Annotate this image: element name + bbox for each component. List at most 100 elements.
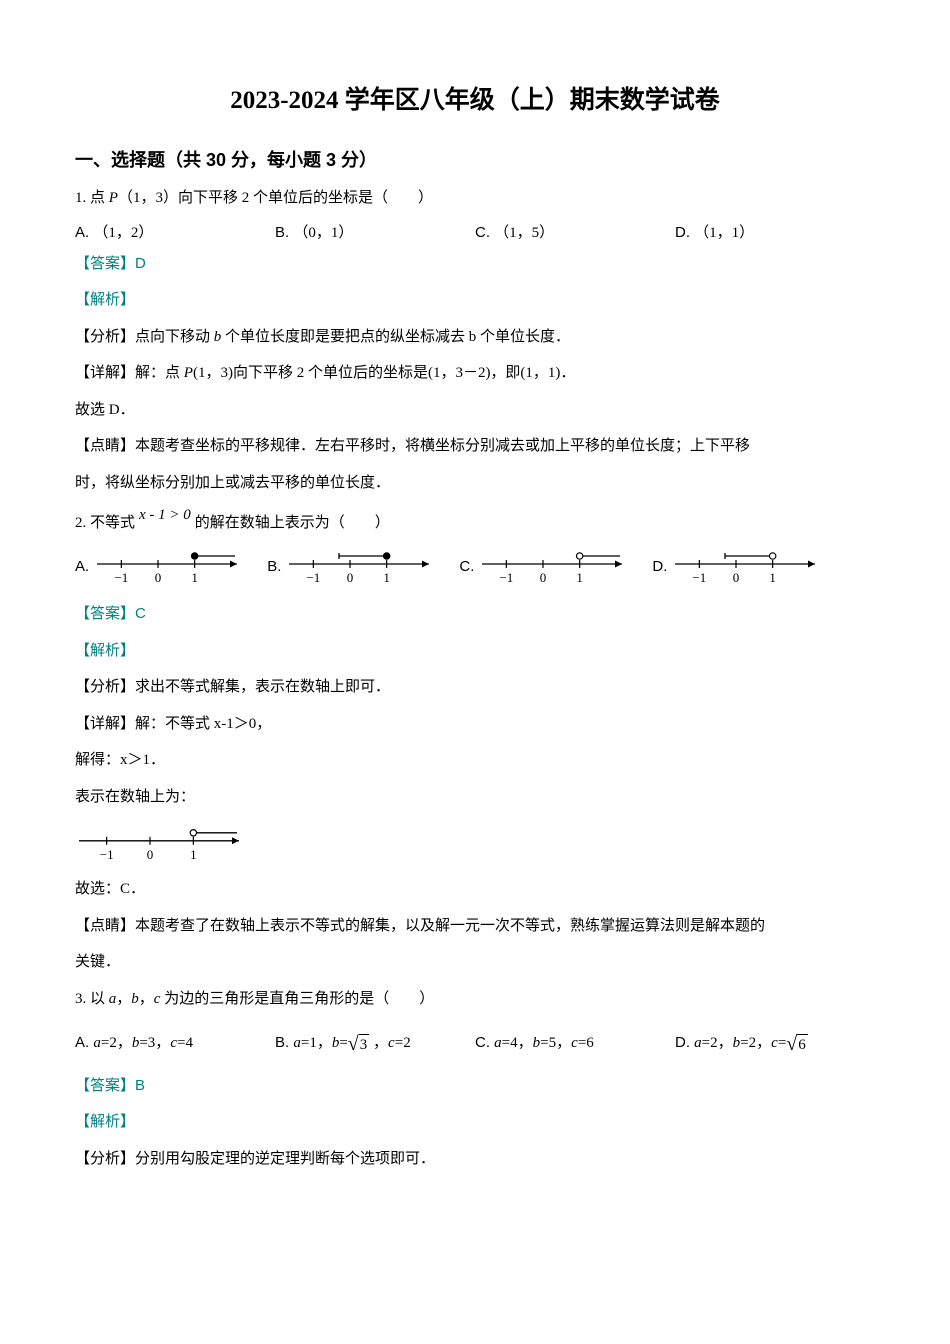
answer-label: 【答案】 [75, 1078, 135, 1094]
q2-dianjing-text1: 本题考查了在数轴上表示不等式的解集，以及解一元一次不等式，熟练掌握运算法则是解本… [135, 918, 765, 934]
q1-option-a: A. （1，2） [75, 221, 275, 242]
q3-option-c: C. a=4，b=5，c=6 [475, 1031, 675, 1054]
q3a-a: 2 [109, 1035, 117, 1051]
q2-shown: 表示在数轴上为： [75, 783, 875, 812]
label-c: C. [475, 1034, 494, 1051]
q2-solve: 解得：x＞1． [75, 746, 875, 775]
q1-dianjing-2: 时，将纵坐标分别加上或减去平移的单位长度． [75, 469, 875, 498]
page: 2023-2024 学年区八年级（上）期末数学试卷 一、选择题（共 30 分，每… [0, 0, 950, 1344]
q2-answer-value: C [135, 605, 146, 622]
svg-text:−1: −1 [693, 570, 707, 585]
q2-label-b: B. [267, 558, 281, 575]
q3-answer-value: B [135, 1077, 145, 1094]
q3-var-b: b [131, 991, 139, 1007]
q3-answer: 【答案】B [75, 1072, 875, 1101]
q2-answer: 【答案】C [75, 600, 875, 629]
svg-text:1: 1 [384, 570, 391, 585]
q2-detail-text: 解：不等式 x-1＞0， [135, 716, 271, 732]
q1-stem-prefix: 1. 点 [75, 190, 109, 206]
q1-conclude: 故选 D． [75, 396, 875, 425]
q3-stem-suffix: 为边的三角形是直角三角形的是（ ） [160, 991, 434, 1007]
numline-a: −1 0 1 [93, 546, 243, 586]
q2-analysis-label: 【解析】 [75, 637, 875, 666]
q3d-a: 2 [710, 1035, 718, 1051]
q2-label-c: C. [459, 558, 474, 575]
q2-stem: 2. 不等式 x - 1 > 0 的解在数轴上表示为（ ） [75, 511, 875, 532]
q3-option-d: D. a=2，b=2，c=√6 [675, 1031, 875, 1054]
svg-text:−1: −1 [115, 570, 129, 585]
numline-solution: −1 0 1 [75, 821, 245, 865]
label-b: B. [275, 1034, 293, 1051]
q1-answer-value: D [135, 255, 146, 272]
page-title: 2023-2024 学年区八年级（上）期末数学试卷 [75, 80, 875, 116]
svg-text:1: 1 [190, 847, 197, 862]
q1-var-p: P [109, 190, 118, 206]
svg-text:1: 1 [577, 570, 584, 585]
q1-detail: 【详解】解：点 P(1，3)向下平移 2 个单位后的坐标是(1，3－2)，即(1… [75, 359, 875, 388]
label-a: A. [75, 224, 93, 241]
numline-b: −101 [285, 546, 435, 586]
q1-opt-d-text: （1，1） [694, 225, 754, 241]
numline-c: −1 0 1 [478, 546, 628, 586]
q3b-a: 1 [309, 1035, 317, 1051]
q2-option-d: D. −1 0 1 [652, 546, 821, 586]
q1-fenxi-prefix: 点向下移动 [135, 329, 214, 345]
q2-option-b: B. −101 [267, 546, 435, 586]
q2-conclude: 故选：C． [75, 875, 875, 904]
sqrt-icon: √3 [348, 1034, 369, 1054]
q1-option-d: D. （1，1） [675, 221, 875, 242]
svg-text:−1: −1 [100, 847, 114, 862]
q3a-b: 3 [148, 1035, 156, 1051]
q3-stem: 3. 以 a，b，c 为边的三角形是直角三角形的是（ ） [75, 985, 875, 1014]
svg-text:1: 1 [770, 570, 777, 585]
q3-option-b: B. a=1，b=√3 ，c=2 [275, 1031, 475, 1054]
svg-text:0: 0 [540, 570, 547, 585]
q2-fenxi-text: 求出不等式解集，表示在数轴上即可． [135, 679, 390, 695]
svg-text:1: 1 [192, 570, 199, 585]
q1-analysis-label: 【解析】 [75, 286, 875, 315]
q3-sep1: ， [116, 991, 131, 1007]
detail-label: 【详解】 [75, 365, 135, 381]
q1-detail-var: P [184, 365, 193, 381]
q1-detail-suffix: (1，3)向下平移 2 个单位后的坐标是(1，3－2)，即(1，1)． [193, 365, 575, 381]
q3c-b: 5 [549, 1035, 557, 1051]
svg-text:−1: −1 [500, 570, 514, 585]
q2-math: x - 1 > 0 [139, 507, 191, 524]
answer-label: 【答案】 [75, 256, 135, 272]
q2-options: A. −101 B. −101 C. −101 D. −101 [75, 546, 875, 586]
q1-answer: 【答案】D [75, 250, 875, 279]
q3-fenxi: 【分析】分别用勾股定理的逆定理判断每个选项即可． [75, 1145, 875, 1174]
q2-dianjing-1: 【点睛】本题考查了在数轴上表示不等式的解集，以及解一元一次不等式，熟练掌握运算法… [75, 912, 875, 941]
svg-text:−1: −1 [307, 570, 321, 585]
q3-stem-prefix: 3. 以 [75, 991, 109, 1007]
detail-label: 【详解】 [75, 716, 135, 732]
q3d-b: 2 [749, 1035, 757, 1051]
q2-dianjing-2: 关键． [75, 948, 875, 977]
q2-label-d: D. [652, 558, 667, 575]
q3b-b: 3 [359, 1034, 370, 1053]
q1-stem: 1. 点 P（1，3）向下平移 2 个单位后的坐标是（ ） [75, 184, 875, 213]
svg-text:0: 0 [733, 570, 740, 585]
label-d: D. [675, 1034, 694, 1051]
section-header: 一、选择题（共 30 分，每小题 3 分） [75, 146, 875, 172]
q1-fenxi-suffix: 个单位长度即是要把点的纵坐标减去 b 个单位长度． [221, 329, 570, 345]
numline-d: −1 0 1 [671, 546, 821, 586]
q3c-a: 4 [510, 1035, 518, 1051]
q1-opt-a-text: （1，2） [93, 225, 153, 241]
q2-option-a: A. −101 [75, 546, 243, 586]
q3-options: A. a=2，b=3，c=4 B. a=1，b=√3 ，c=2 C. a=4，b… [75, 1031, 875, 1054]
svg-text:0: 0 [155, 570, 162, 585]
q2-stem-prefix: 2. 不等式 [75, 511, 135, 532]
dianjing-label: 【点睛】 [75, 438, 135, 454]
q3b-c: 2 [403, 1035, 411, 1051]
q1-options: A. （1，2） B. （0，1） C. （1，5） D. （1，1） [75, 221, 875, 242]
fenxi-label: 【分析】 [75, 1151, 135, 1167]
svg-text:0: 0 [147, 847, 154, 862]
q1-option-b: B. （0，1） [275, 221, 475, 242]
q3c-c: 6 [586, 1035, 594, 1051]
fenxi-label: 【分析】 [75, 679, 135, 695]
q1-stem-suffix: （1，3）向下平移 2 个单位后的坐标是（ ） [118, 190, 433, 206]
q1-opt-b-text: （0，1） [293, 225, 353, 241]
q2-fenxi: 【分析】求出不等式解集，表示在数轴上即可． [75, 673, 875, 702]
q1-opt-c-text: （1，5） [494, 225, 554, 241]
